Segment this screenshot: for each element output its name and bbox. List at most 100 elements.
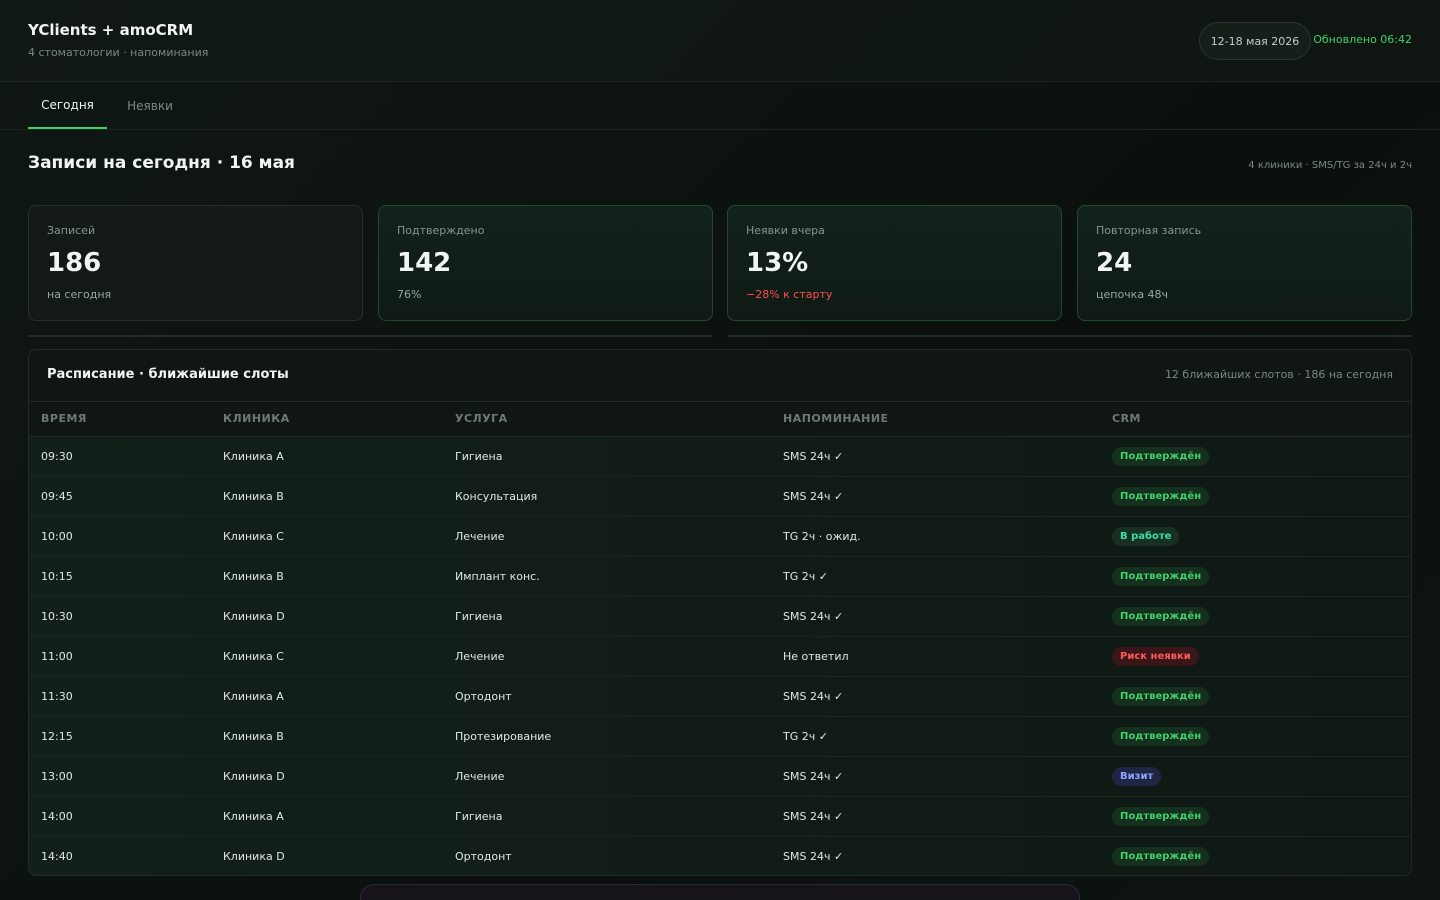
cell-service: Ортодонт [443, 836, 771, 875]
page-meta: 4 клиники · SMS/TG за 24ч и 2ч [1248, 160, 1412, 171]
cell-clinic: Клиника A [211, 796, 443, 837]
cell-service: Протезирование [443, 716, 771, 757]
table-row[interactable]: 10:00 Клиника C Лечение TG 2ч · ожид. В рабо… [29, 516, 1411, 557]
cell-service: Лечение [443, 516, 771, 557]
cell-crm: Подтверждён [1100, 556, 1411, 597]
cell-service: Лечение [443, 756, 771, 797]
kpi-card-noshows: Неявки вчера 13% −28% к старту [727, 205, 1062, 321]
column-header-time[interactable]: ВРЕМЯ [29, 402, 211, 437]
app-title: YClients + amoCRM [28, 21, 194, 39]
cell-crm: Подтверждён [1100, 596, 1411, 637]
table-row[interactable]: 12:15 Клиника B Протезирование TG 2ч ✓ Подтв… [29, 716, 1411, 757]
table-row[interactable]: 09:30 Клиника A Гигиена SMS 24ч ✓ Подтверждё… [29, 436, 1411, 477]
table-row[interactable]: 10:30 Клиника D Гигиена SMS 24ч ✓ Подтверждё… [29, 596, 1411, 637]
cell-time: 10:00 [29, 516, 211, 557]
table-row[interactable]: 10:15 Клиника B Имплант конс. TG 2ч ✓ Подтве… [29, 556, 1411, 597]
status-badge: Подтверждён [1112, 806, 1210, 826]
cell-service: Гигиена [443, 596, 771, 637]
cell-time: 10:15 [29, 556, 211, 597]
kpi-card-appointments: Записей 186 на сегодня [28, 205, 363, 321]
status-badge: Подтверждён [1112, 446, 1210, 466]
cell-crm: Подтверждён [1100, 476, 1411, 517]
cell-reminder: TG 2ч ✓ [771, 556, 1100, 597]
status-badge: Подтверждён [1112, 726, 1210, 746]
date-range-button[interactable]: 12-18 мая 2026 [1199, 22, 1311, 60]
cell-clinic: Клиника B [211, 556, 443, 597]
cell-clinic: Клиника D [211, 836, 443, 875]
app-header: YClients + amoCRM 4 стоматологии · напом… [0, 0, 1440, 82]
tab-noshows[interactable]: Неявки [127, 98, 173, 113]
cell-reminder: Не ответил [771, 636, 1100, 677]
schedule-table: ВРЕМЯ КЛИНИКА УСЛУГА НАПОМИНАНИЕ CRM 09:… [29, 402, 1411, 875]
kpi-value: 24 [1096, 248, 1133, 278]
cell-reminder: SMS 24ч ✓ [771, 796, 1100, 837]
schedule-body: 09:30 Клиника A Гигиена SMS 24ч ✓ Подтверждё… [29, 436, 1411, 875]
kpi-label: Записей [47, 224, 96, 237]
table-row[interactable]: 09:45 Клиника B Консультация SMS 24ч ✓ Подтв… [29, 476, 1411, 517]
cell-crm: В работе [1100, 516, 1411, 557]
kpi-value: 142 [397, 248, 452, 278]
table-row[interactable]: 11:00 Клиника C Лечение Не ответил Риск неяв… [29, 636, 1411, 677]
cell-reminder: SMS 24ч ✓ [771, 756, 1100, 797]
cell-time: 14:00 [29, 796, 211, 837]
cell-crm: Подтверждён [1100, 436, 1411, 477]
kpi-value: 186 [47, 248, 102, 278]
schedule-header: Расписание · ближайшие слоты 12 ближайши… [29, 350, 1411, 402]
column-header-crm[interactable]: CRM [1100, 402, 1411, 437]
table-header-row: ВРЕМЯ КЛИНИКА УСЛУГА НАПОМИНАНИЕ CRM [29, 402, 1411, 437]
cell-time: 14:40 [29, 836, 211, 875]
cell-reminder: SMS 24ч ✓ [771, 476, 1100, 517]
cell-time: 13:00 [29, 756, 211, 797]
page-title: Записи на сегодня · 16 мая [28, 153, 295, 173]
cell-reminder: TG 2ч · ожид. [771, 516, 1100, 557]
cell-clinic: Клиника D [211, 596, 443, 637]
cell-time: 12:15 [29, 716, 211, 757]
schedule-meta: 12 ближайших слотов · 186 на сегодня [1164, 368, 1393, 381]
cell-clinic: Клиника A [211, 436, 443, 477]
cell-service: Консультация [443, 476, 771, 517]
bottom-toolbar [360, 884, 1080, 900]
table-row[interactable]: 14:40 Клиника D Ортодонт SMS 24ч ✓ Подтвержд… [29, 836, 1411, 875]
cell-crm: Подтверждён [1100, 676, 1411, 717]
kpi-value: 13% [746, 248, 809, 278]
status-badge: Подтверждён [1112, 566, 1210, 586]
cell-crm: Визит [1100, 756, 1411, 797]
column-header-service[interactable]: УСЛУГА [443, 402, 771, 437]
cell-crm: Подтверждён [1100, 716, 1411, 757]
schedule-panel: Расписание · ближайшие слоты 12 ближайши… [28, 349, 1412, 876]
divider [728, 335, 1412, 337]
cell-crm: Подтверждён [1100, 796, 1411, 837]
column-header-clinic[interactable]: КЛИНИКА [211, 402, 443, 437]
kpi-sub: на сегодня [47, 288, 112, 301]
cell-time: 11:30 [29, 676, 211, 717]
tab-today[interactable]: Сегодня [28, 82, 107, 129]
divider [28, 335, 712, 337]
kpi-sub: −28% к старту [746, 288, 833, 301]
cell-clinic: Клиника C [211, 516, 443, 557]
cell-reminder: SMS 24ч ✓ [771, 436, 1100, 477]
status-badge: Подтверждён [1112, 846, 1210, 866]
cell-service: Имплант конс. [443, 556, 771, 597]
status-badge: Визит [1112, 766, 1162, 786]
table-row[interactable]: 13:00 Клиника D Лечение SMS 24ч ✓ Визит [29, 756, 1411, 797]
status-badge: В работе [1112, 526, 1180, 546]
kpi-label: Неявки вчера [746, 224, 825, 237]
cell-clinic: Клиника B [211, 476, 443, 517]
schedule-title: Расписание · ближайшие слоты [47, 367, 289, 382]
cell-service: Лечение [443, 636, 771, 677]
tab-bar: Сегодня Неявки [0, 82, 1440, 130]
cell-reminder: SMS 24ч ✓ [771, 836, 1100, 875]
cell-time: 09:45 [29, 476, 211, 517]
updated-status: Обновлено 06:42 [1313, 33, 1412, 46]
table-row[interactable]: 11:30 Клиника A Ортодонт SMS 24ч ✓ Подтвержд… [29, 676, 1411, 717]
cell-service: Гигиена [443, 436, 771, 477]
cell-clinic: Клиника C [211, 636, 443, 677]
cell-clinic: Клиника D [211, 756, 443, 797]
kpi-sub: 76% [397, 288, 422, 301]
cell-reminder: SMS 24ч ✓ [771, 596, 1100, 637]
table-row[interactable]: 14:00 Клиника A Гигиена SMS 24ч ✓ Подтверждё… [29, 796, 1411, 837]
cell-reminder: SMS 24ч ✓ [771, 676, 1100, 717]
cell-time: 09:30 [29, 436, 211, 477]
status-badge: Подтверждён [1112, 686, 1210, 706]
column-header-reminder[interactable]: НАПОМИНАНИЕ [771, 402, 1100, 437]
